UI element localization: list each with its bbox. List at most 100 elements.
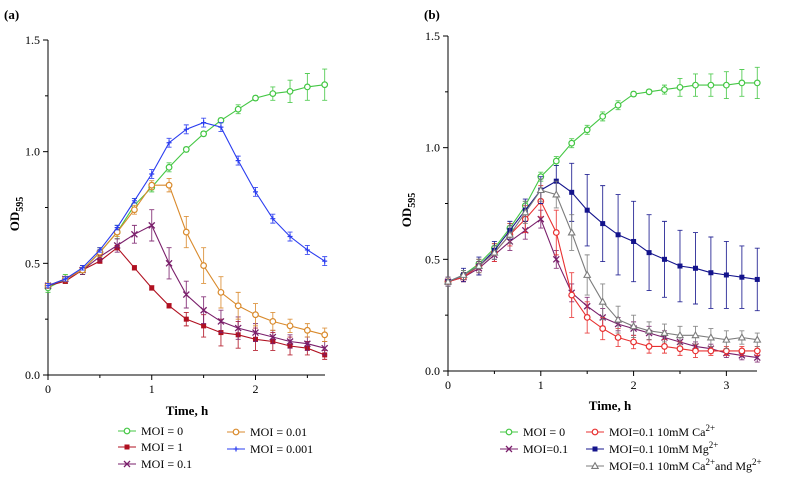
data-point [552, 190, 561, 198]
legend-label: MOI = 0 [141, 424, 183, 438]
data-point [321, 81, 329, 89]
data-point [645, 343, 653, 350]
data-point [630, 90, 637, 98]
x-tick-label: 1 [538, 378, 544, 392]
data-point [738, 79, 746, 87]
panel-a-y-axis-label: OD595 [7, 197, 26, 232]
data-point [737, 333, 747, 341]
data-point [644, 326, 654, 334]
data-point [521, 208, 530, 216]
y-tick-label: 0.0 [25, 368, 40, 382]
panel-a-legend: MOI = 0 MOI = 1 MOI = 0.1 MOI = 0.01 MOI = 0… [118, 424, 313, 471]
x-tick-label: 0 [445, 378, 451, 392]
data-point [201, 120, 207, 126]
data-point [166, 303, 172, 309]
data-point [269, 318, 277, 325]
panel-a-x-axis-label: Time, h [166, 403, 209, 418]
data-point [149, 171, 155, 177]
data-point [505, 230, 515, 238]
data-point [753, 79, 761, 87]
data-point [552, 229, 560, 236]
y-tick-label: 0.5 [425, 252, 440, 266]
data-point [183, 316, 189, 322]
data-point [646, 250, 652, 256]
data-point [583, 270, 592, 278]
data-point [114, 225, 120, 231]
y-tick-label: 1.0 [425, 141, 440, 155]
data-point [286, 87, 294, 95]
data-point [583, 314, 591, 321]
data-point [234, 324, 242, 332]
chart-panel-a: (a) 0.0 0.5 1.0 1.5 0 1 2 Time, h OD595 MOI = … [4, 7, 329, 471]
x-tick-label: 2 [252, 382, 258, 396]
data-point [183, 126, 189, 132]
data-point [165, 259, 173, 267]
data-point [165, 181, 173, 189]
data-point [692, 81, 699, 89]
data-point [600, 221, 606, 227]
y-tick-label: 1.0 [25, 145, 40, 159]
legend-marker [505, 445, 513, 453]
data-point [148, 181, 156, 189]
x-tick-label: 2 [631, 378, 637, 392]
data-point [80, 265, 86, 271]
panel-b-ticks: 0.0 0.5 1.0 1.5 0 1 2 3 [425, 29, 729, 392]
data-point [645, 88, 653, 96]
x-tick-label: 0 [45, 382, 51, 396]
y-tick-label: 0.5 [25, 256, 40, 270]
data-point [218, 124, 224, 130]
data-point [166, 140, 172, 146]
data-point [165, 163, 173, 171]
legend-label: MOI = 0.1 [141, 457, 192, 471]
series-line [47, 84, 325, 289]
data-point [676, 345, 684, 353]
legend-label: MOI=0.1 10mM Ca2+ [609, 423, 715, 439]
x-tick-label: 3 [723, 378, 729, 392]
series-3 [44, 178, 329, 342]
legend-entry: MOI = 1 [118, 440, 183, 454]
data-point [269, 333, 277, 341]
data-point [97, 247, 103, 253]
data-point [707, 81, 715, 89]
data-point [552, 157, 560, 165]
data-point [568, 139, 576, 147]
data-point [303, 326, 311, 334]
legend-entry: MOI=0.1 10mM Ca2+and Mg2+ [586, 457, 762, 473]
data-point [322, 258, 328, 264]
data-point [568, 291, 576, 299]
y-tick-label: 1.5 [25, 33, 40, 47]
legend-label: MOI=0.1 [523, 442, 568, 456]
legend-label: MOI = 0.01 [250, 425, 307, 439]
panel-b-x-axis-label: Time, h [589, 398, 632, 413]
panel-a-ticks: 0.0 0.5 1.0 1.5 0 1 2 [25, 33, 308, 396]
data-point [235, 158, 241, 164]
data-point [708, 270, 714, 276]
panel-a-label: (a) [4, 7, 19, 22]
data-point [303, 340, 311, 348]
panel-b-y-axis-label: OD595 [399, 193, 418, 228]
data-point [304, 247, 310, 253]
data-point [753, 335, 762, 343]
data-point [614, 101, 622, 109]
legend-marker [124, 444, 130, 450]
data-point [321, 331, 329, 339]
legend-label: MOI = 0.001 [250, 442, 313, 456]
data-point [148, 221, 156, 229]
series-0 [44, 68, 329, 293]
data-point [200, 262, 208, 269]
x-tick-label: 1 [149, 382, 155, 396]
data-point [286, 322, 294, 330]
data-point [707, 347, 715, 355]
y-tick-label: 0.0 [425, 364, 440, 378]
data-point [182, 146, 190, 153]
legend-entry: MOI = 0.001 [227, 442, 313, 456]
panel-b-series [443, 66, 762, 363]
data-point [474, 261, 484, 269]
data-point [723, 272, 729, 278]
data-point [629, 321, 638, 330]
legend-entry: MOI = 0.01 [227, 425, 307, 439]
legend-marker [592, 446, 598, 452]
data-point [676, 83, 684, 91]
